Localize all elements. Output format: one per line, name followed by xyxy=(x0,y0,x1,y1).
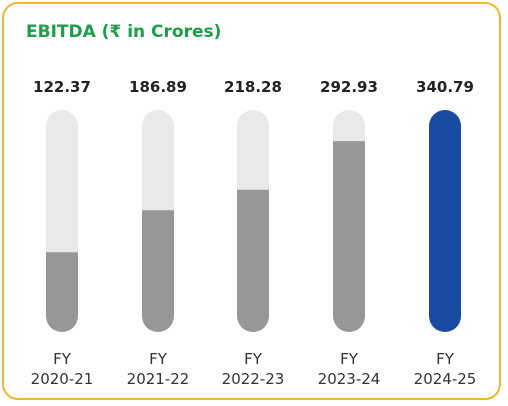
bar-3 xyxy=(333,141,365,332)
category-label-4-line-0: FY xyxy=(436,350,455,368)
category-label-1-line-1: 2021-22 xyxy=(127,370,190,388)
chart-title: EBITDA (₹ in Crores) xyxy=(26,22,222,42)
category-label-1-line-0: FY xyxy=(149,350,168,368)
bar-2 xyxy=(237,189,269,332)
category-label-2-line-0: FY xyxy=(244,350,263,368)
category-label-4-line-1: 2024-25 xyxy=(414,370,477,388)
bar-1 xyxy=(142,210,174,332)
value-label-2: 218.28 xyxy=(224,78,282,96)
category-label-3-line-0: FY xyxy=(340,350,359,368)
bar-4 xyxy=(429,110,461,332)
value-label-0: 122.37 xyxy=(33,78,91,96)
category-label-0-line-1: 2020-21 xyxy=(31,370,94,388)
category-label-2-line-1: 2022-23 xyxy=(222,370,285,388)
category-label-0-line-0: FY xyxy=(53,350,72,368)
value-label-4: 340.79 xyxy=(416,78,474,96)
value-label-3: 292.93 xyxy=(320,78,378,96)
category-label-3-line-1: 2023-24 xyxy=(318,370,381,388)
bar-0 xyxy=(46,252,78,332)
value-label-1: 186.89 xyxy=(129,78,187,96)
